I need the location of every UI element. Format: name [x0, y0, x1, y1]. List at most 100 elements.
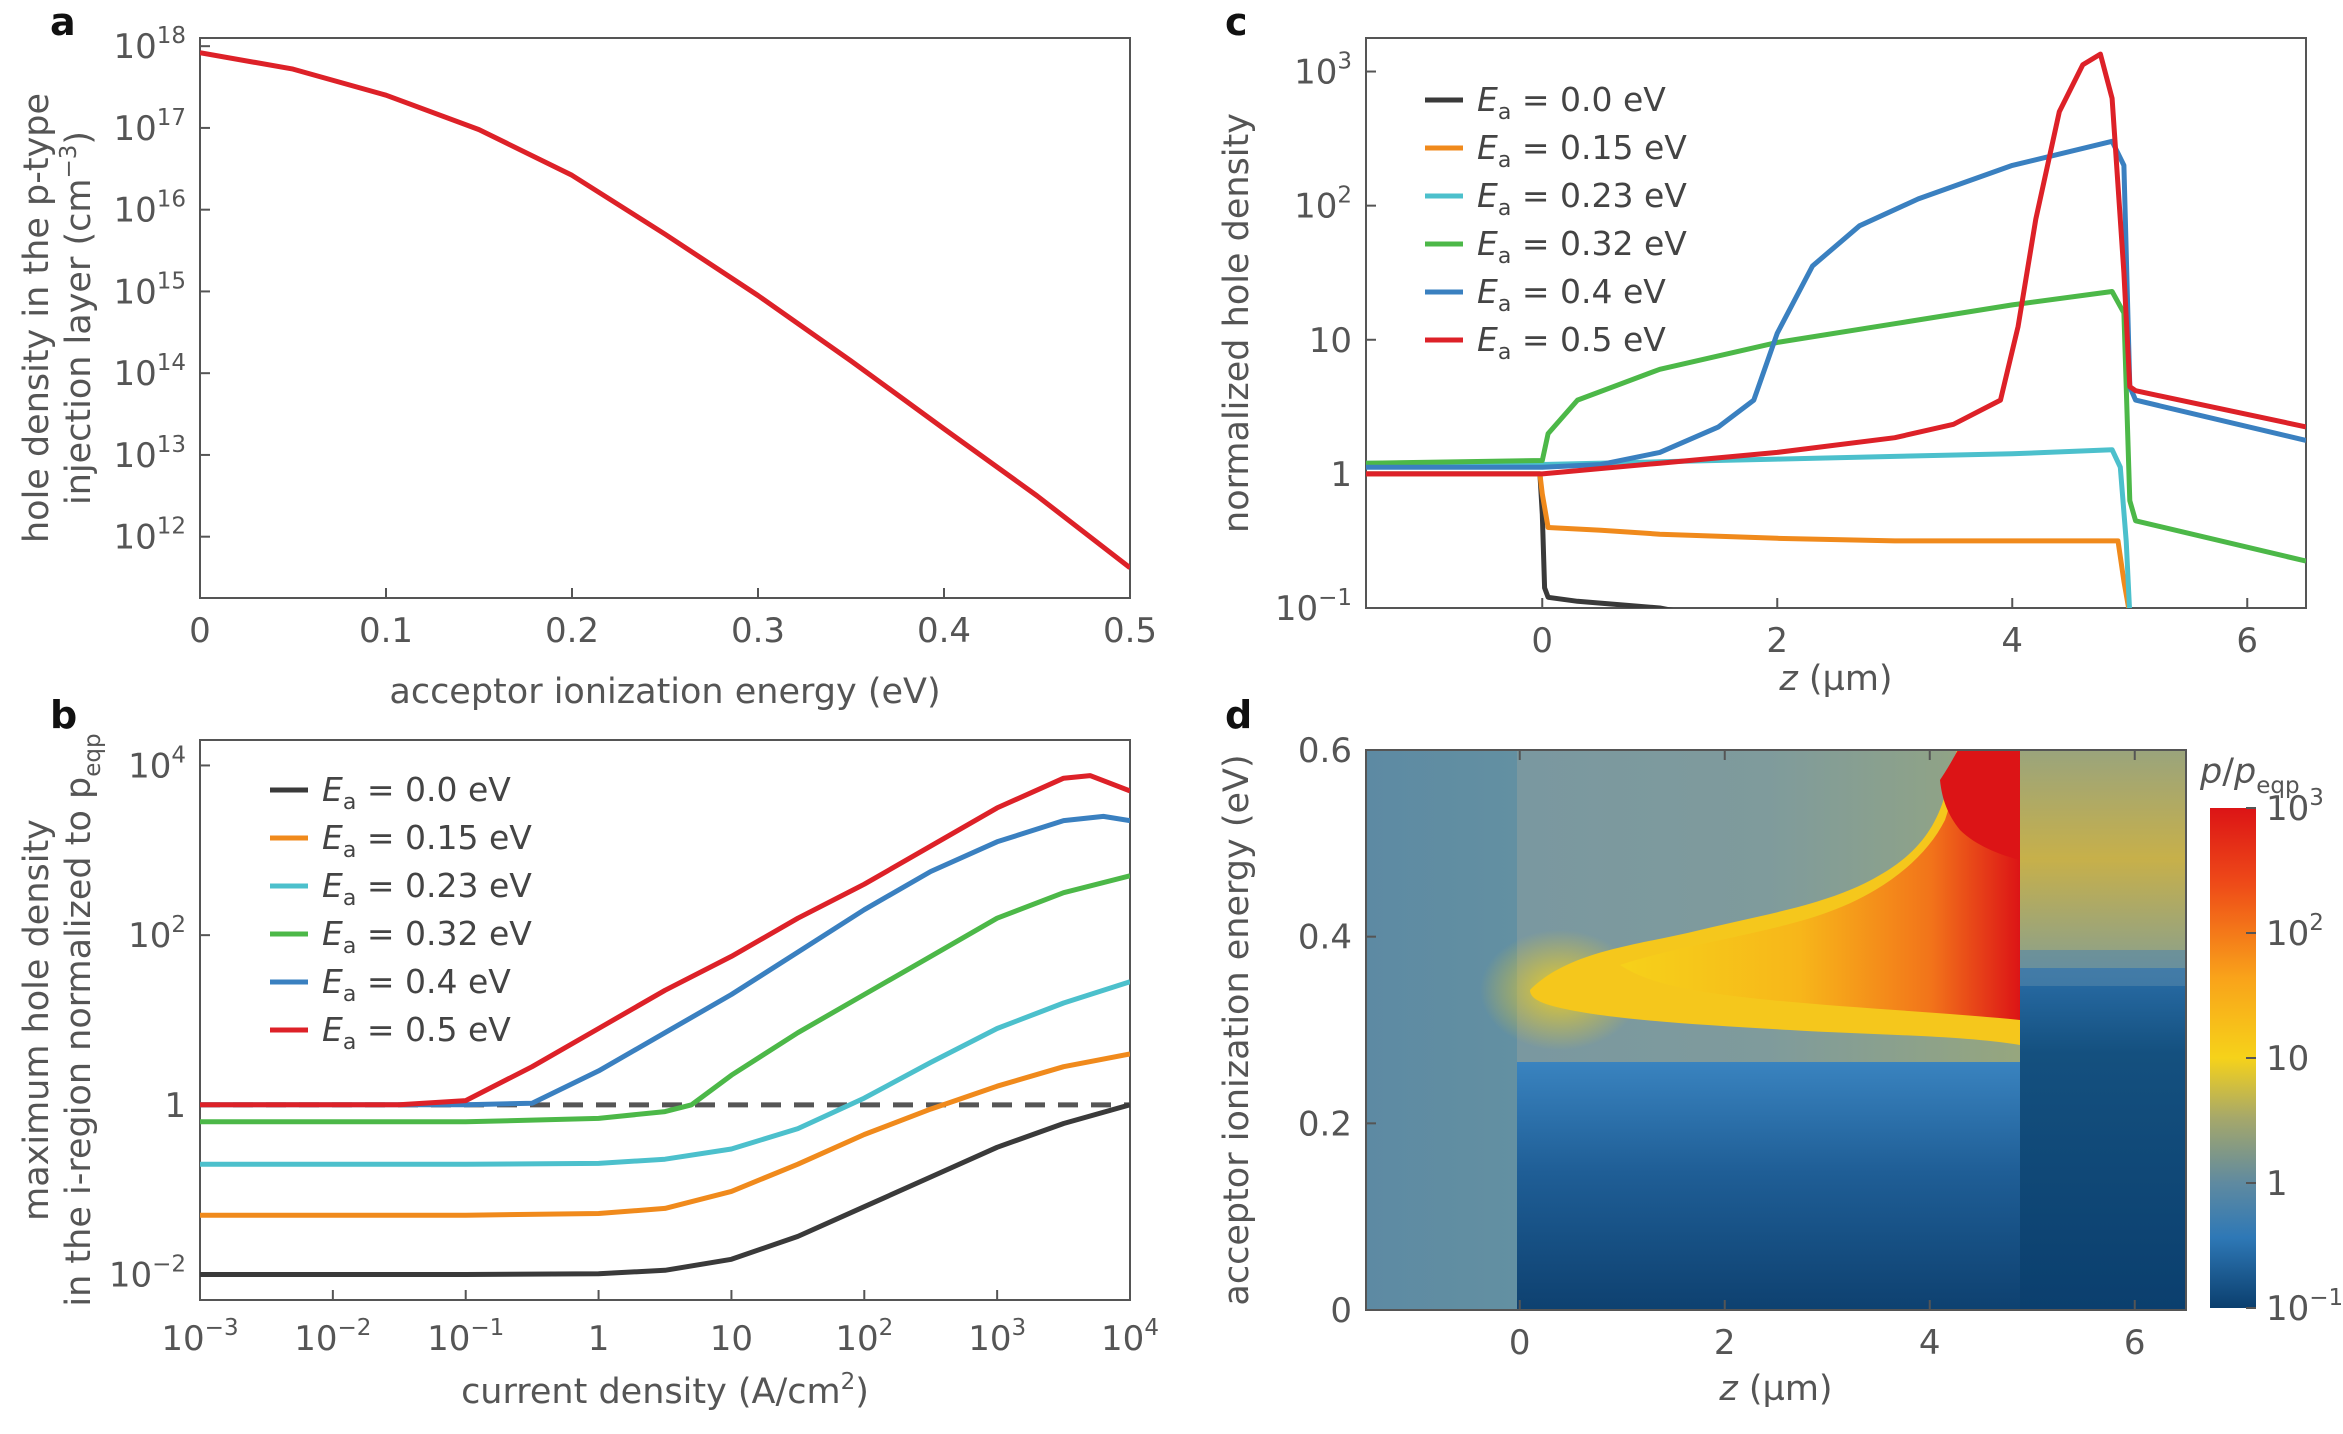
panel-a-xlabel: acceptor ionization energy (eV) [389, 672, 940, 712]
x-tick-label: 0 [1509, 1323, 1531, 1363]
heatmap-low-ea-region [1517, 1060, 2020, 1310]
colorbar-tick-label: 102 [2266, 910, 2324, 954]
colorbar-tick-label: 103 [2266, 785, 2324, 829]
legend-entry-text: Ea = 0.32 eV [1477, 224, 1687, 269]
x-tick-label: 103 [968, 1315, 1026, 1359]
panel-c-label: c [1225, 0, 1248, 44]
series-line [1366, 138, 2306, 470]
panel-b-curves [200, 773, 1130, 1277]
heatmap-left-region [1366, 750, 1517, 1310]
panel-a-ylabel-line1: hole density in the p-type [17, 93, 57, 543]
panel-b: b 10−3 10−2 10−1 1 10 102 103 104 10−2 1 102 104 Ea… [17, 693, 1159, 1412]
panel-b-ticks: 10−3 10−2 10−1 1 10 102 103 104 10−2 1 102 104 [109, 742, 1159, 1359]
colorbar-tick-label: 10−1 [2266, 1285, 2343, 1329]
legend-entry-text: Ea = 0.0 eV [322, 770, 511, 815]
y-tick-label: 102 [128, 912, 186, 956]
x-tick-label: 0 [1531, 621, 1553, 661]
y-tick-label: 1012 [113, 514, 186, 558]
heatmap-hot-peak [1940, 750, 2020, 860]
x-tick-label: 10−3 [161, 1315, 238, 1359]
y-tick-label: 1017 [113, 105, 186, 149]
panel-a: a 0 0.1 0.2 0.3 0.4 0.5 1012 1013 1014 1015 1016 10… [17, 0, 1157, 712]
colorbar-tick-label: 1 [2266, 1164, 2288, 1204]
x-tick-label: 10−1 [427, 1315, 504, 1359]
colorbar-label: p/peqp [2199, 752, 2300, 799]
y-tick-label: 0 [1330, 1291, 1352, 1331]
panel-d: d 0 2 4 6 0 0.2 0.4 0.6 z (µm) acceptor ionizat… [1217, 693, 2343, 1409]
legend-entry-text: Ea = 0.4 eV [322, 962, 511, 1007]
legend-entry-text: Ea = 0.5 eV [322, 1010, 511, 1055]
x-tick-label: 0.2 [545, 611, 599, 651]
y-tick-label: 104 [128, 742, 186, 786]
colorbar: p/peqp 10−1 1 10 102 103 [2199, 752, 2343, 1329]
x-tick-label: 6 [2236, 621, 2258, 661]
panel-a-ticks: 0 0.1 0.2 0.3 0.4 0.5 1012 1013 1014 1015 1016 1017… [113, 23, 1157, 651]
x-tick-label: 4 [1919, 1323, 1941, 1363]
series-line [1366, 51, 2306, 477]
legend-entry-text: Ea = 0.32 eV [322, 914, 532, 959]
panel-c-xlabel: z (µm) [1778, 659, 1892, 699]
y-tick-label: 1015 [113, 268, 186, 312]
y-tick-label: 1013 [113, 432, 186, 476]
legend-entry-text: Ea = 0.5 eV [1477, 320, 1666, 365]
x-tick-label: 10−2 [294, 1315, 371, 1359]
panel-c-curves [1366, 51, 2306, 608]
series-line [200, 873, 1130, 1125]
x-tick-label: 102 [835, 1315, 893, 1359]
heatmap-right-transition [2020, 950, 2186, 986]
y-tick-label: 0.2 [1298, 1104, 1352, 1144]
heatmap-right-high-region [2020, 750, 2186, 968]
panel-d-xlabel: z (µm) [1718, 1369, 1832, 1409]
series-line [200, 1051, 1130, 1218]
panel-d-ylabel: acceptor ionization energy (eV) [1217, 754, 1257, 1305]
y-tick-label: 103 [1294, 49, 1352, 93]
x-tick-label: 2 [1714, 1323, 1736, 1363]
x-tick-label: 10 [710, 1319, 753, 1359]
x-tick-label: 0.4 [917, 611, 971, 651]
colorbar-ticks: 10−1 1 10 102 103 [2246, 785, 2343, 1329]
heatmap [1366, 750, 2186, 1310]
panel-a-label: a [50, 0, 76, 44]
series-line [1366, 289, 2306, 564]
y-tick-label: 10−2 [109, 1252, 186, 1296]
x-tick-label: 0 [189, 611, 211, 651]
panel-b-label: b [50, 693, 77, 737]
legend-entry-text: Ea = 0.4 eV [1477, 272, 1666, 317]
panel-b-ylabel: maximum hole density in the i-region nor… [17, 733, 106, 1306]
x-tick-label: 6 [2124, 1323, 2146, 1363]
panel-b-ylabel-line2: in the i-region normalized to peqp [59, 733, 106, 1306]
series-line [200, 773, 1130, 1108]
heatmap-hot-region [1620, 750, 2020, 1020]
legend-entry-text: Ea = 0.15 eV [322, 818, 532, 863]
x-tick-label: 104 [1101, 1315, 1159, 1359]
x-tick-label: 1 [588, 1319, 610, 1359]
legend-entry-text: Ea = 0.15 eV [1477, 128, 1687, 173]
y-tick-label: 0.6 [1298, 731, 1352, 771]
colorbar-tick-label: 10 [2266, 1039, 2309, 1079]
panel-c-ticks: 0 2 4 6 10−1 1 10 102 103 [1275, 49, 2258, 661]
panel-c-frame [1365, 37, 2307, 609]
x-tick-label: 0.1 [359, 611, 413, 651]
y-tick-label: 1018 [113, 23, 186, 67]
panel-a-curves [200, 50, 1130, 570]
y-tick-label: 0.4 [1298, 918, 1352, 958]
y-tick-label: 1014 [113, 350, 186, 394]
x-tick-label: 4 [2001, 621, 2023, 661]
legend-entry-text: Ea = 0.23 eV [322, 866, 532, 911]
x-tick-label: 2 [1766, 621, 1788, 661]
heatmap-right-low-region [2020, 968, 2186, 1310]
series-line [1366, 471, 1674, 608]
legend-entry-text: Ea = 0.23 eV [1477, 176, 1687, 221]
panel-a-ylabel: hole density in the p-type injection lay… [17, 93, 99, 543]
panel-a-ylabel-line2: injection layer (cm−3) [56, 131, 99, 505]
y-tick-label: 1 [164, 1086, 186, 1126]
y-tick-label: 1 [1330, 455, 1352, 495]
panel-d-label: d [1225, 693, 1252, 737]
panel-a-frame [199, 37, 1131, 599]
y-tick-label: 10 [1309, 321, 1352, 361]
panel-b-xlabel: current density (A/cm2) [461, 1369, 869, 1412]
series-line-hole-density [200, 50, 1130, 570]
